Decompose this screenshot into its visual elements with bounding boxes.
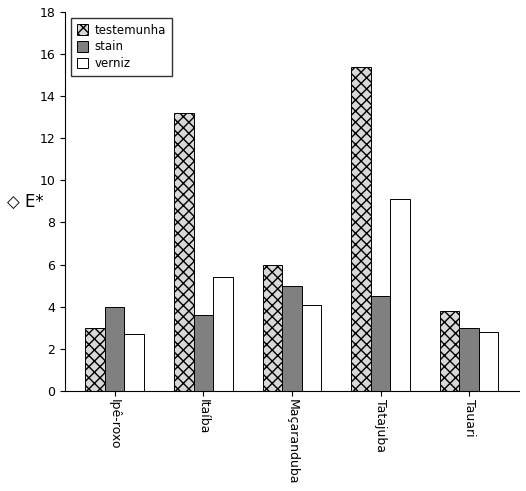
Bar [125, 334, 144, 391]
Bar [174, 113, 194, 391]
Bar [282, 286, 302, 391]
Bar [302, 304, 321, 391]
Bar [390, 199, 410, 391]
Bar [351, 67, 371, 391]
Bar [194, 315, 213, 391]
Bar [105, 307, 125, 391]
Y-axis label: ◇ E*: ◇ E* [7, 192, 44, 211]
Bar [459, 328, 479, 391]
Bar [479, 332, 499, 391]
Bar [371, 296, 390, 391]
Legend: testemunha, stain, verniz: testemunha, stain, verniz [70, 18, 171, 76]
Bar [262, 265, 282, 391]
Bar [85, 328, 105, 391]
Bar [213, 277, 232, 391]
Bar [440, 311, 459, 391]
